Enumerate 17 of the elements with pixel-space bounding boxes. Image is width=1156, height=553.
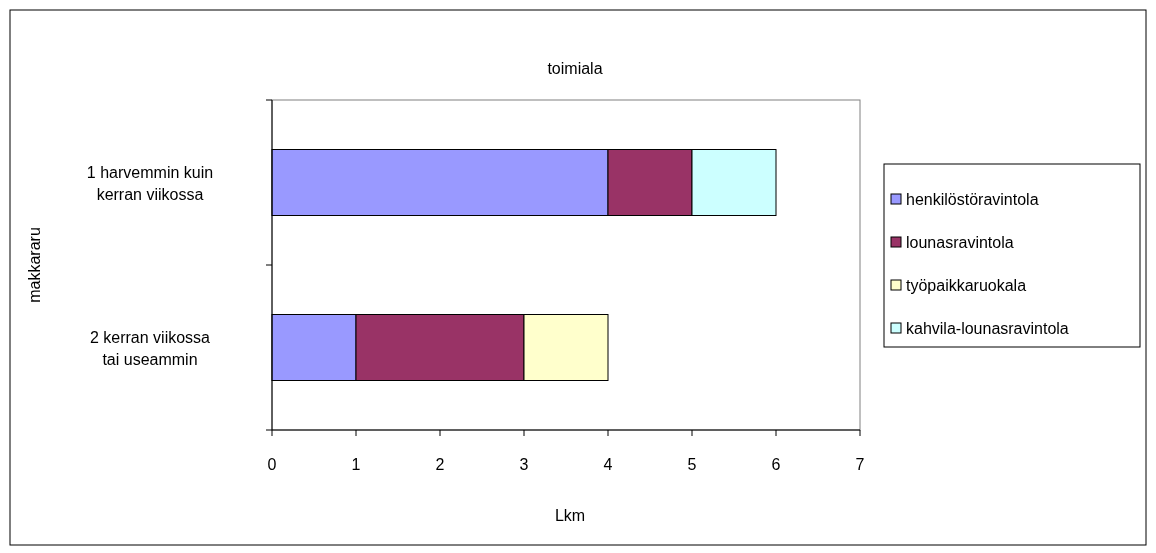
x-tick-label: 6: [771, 456, 781, 473]
legend-label: lounasravintola: [906, 234, 1014, 251]
x-tick-label: 1: [351, 456, 361, 473]
legend-label: työpaikkaruokala: [906, 277, 1027, 294]
y-tick-label: 2 kerran viikossa tai useammin: [89, 328, 211, 368]
x-axis-title: Lkm: [554, 507, 586, 524]
x-tick-label: 2: [435, 456, 445, 473]
x-tick-label: 7: [855, 456, 865, 473]
chart-title: toimiala: [547, 60, 603, 77]
x-tick-label: 5: [687, 456, 697, 473]
y-axis-title: makkararu: [26, 227, 43, 303]
x-tick-label: 0: [267, 456, 277, 473]
legend-label: henkilöstöravintola: [906, 191, 1039, 208]
y-tick-label: 1 harvemmin kuin kerran viikossa: [86, 163, 214, 203]
x-tick-label: 3: [519, 456, 529, 473]
legend-label: kahvila-lounasravintola: [906, 320, 1069, 337]
x-tick-label: 4: [603, 456, 613, 473]
